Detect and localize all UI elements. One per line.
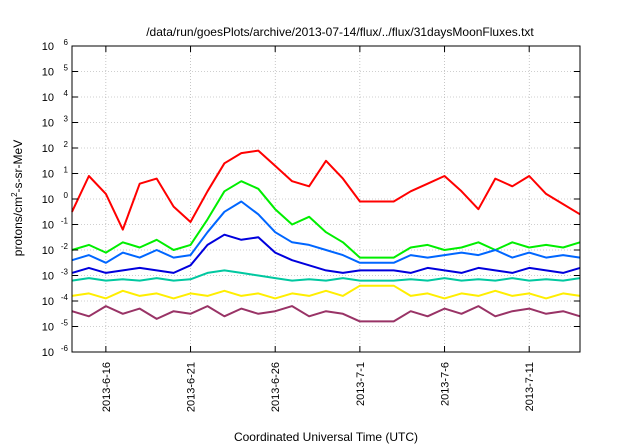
x-axis-label: Coordinated Universal Time (UTC) (234, 430, 418, 444)
x-tick-label: 2013-6-16 (101, 362, 113, 412)
series-line-3 (71, 200, 581, 264)
chart-title: /data/run/goesPlots/archive/2013-07-14/f… (146, 25, 534, 39)
y-tick-exponent: 3 (64, 115, 69, 124)
y-tick-label: 10 (42, 41, 54, 53)
y-tick-label: 10 (42, 194, 54, 206)
y-tick-exponent: 1 (64, 166, 69, 175)
y-tick-exponent: 2 (64, 140, 69, 149)
x-axis: 2013-6-16 2013-6-21 2013-6-26 2013-7-1 2013-… (101, 46, 536, 412)
y-tick-label: 10 (42, 118, 54, 130)
y-tick-label: 10 (42, 220, 54, 232)
series-line-5 (71, 269, 581, 282)
y-tick-exponent: 6 (64, 38, 69, 47)
series-line-4 (71, 233, 581, 274)
y-tick-label: 10 (42, 271, 54, 283)
y-tick-label: 10 (42, 143, 54, 155)
series-line-2 (71, 180, 581, 259)
y-axis-label: protons/cm2-s-sr-MeV (10, 140, 25, 256)
x-tick-label: 2013-6-21 (186, 362, 198, 412)
x-tick-label: 2013-7-11 (524, 362, 536, 411)
y-tick-label: 10 (42, 322, 54, 334)
series-line-1 (71, 149, 581, 231)
y-tick-label: 10 (42, 169, 54, 181)
y-tick-label: 10 (42, 67, 54, 79)
y-tick-exponent: 4 (64, 89, 69, 98)
x-tick-label: 2013-6-26 (270, 362, 282, 412)
y-tick-exponent: -4 (61, 293, 69, 302)
y-axis-label-sup: 2 (10, 192, 19, 197)
y-tick-exponent: 5 (64, 64, 69, 73)
y-axis-label-pre: protons/cm (11, 197, 25, 256)
y-tick-label: 10 (42, 296, 54, 308)
x-tick-label: 2013-7-1 (355, 362, 367, 406)
grid (72, 46, 580, 352)
y-tick-label: 10 (42, 347, 54, 359)
y-axis: 10 -6 10 -5 10 -4 10 -3 10 -2 10 -1 10 0 10 1 10 2 10 3 10 4 1… (42, 38, 580, 359)
y-tick-exponent: -5 (61, 319, 69, 328)
y-tick-exponent: -3 (61, 268, 69, 277)
y-tick-exponent: -2 (61, 242, 69, 251)
series-line-6 (71, 284, 581, 300)
y-axis-label-post: -s-sr-MeV (11, 140, 25, 193)
series-layer (71, 149, 581, 323)
y-tick-label: 10 (42, 245, 54, 257)
series-line-7 (71, 305, 581, 323)
y-tick-exponent: 0 (64, 191, 69, 200)
plot-frame (71, 45, 581, 353)
x-tick-label: 2013-7-6 (440, 362, 452, 406)
y-tick-exponent: -6 (61, 344, 69, 353)
y-tick-label: 10 (42, 92, 54, 104)
y-tick-exponent: -1 (61, 217, 69, 226)
